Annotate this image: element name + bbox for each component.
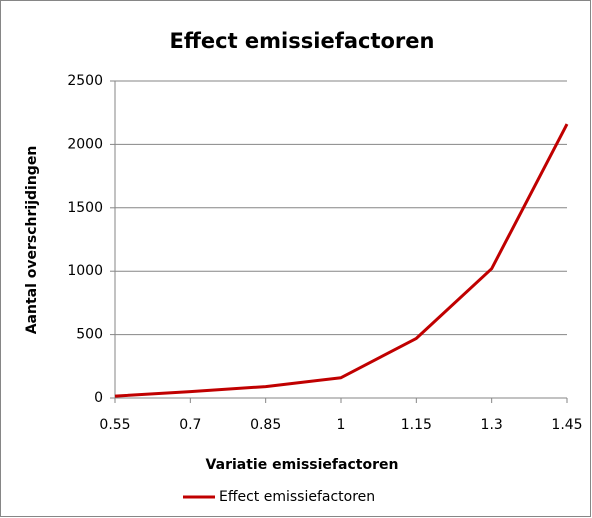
y-tick-label: 2500 <box>67 73 103 89</box>
x-tick-label: 0.85 <box>250 417 281 433</box>
y-tick-label: 0 <box>94 390 103 406</box>
x-tick-label: 1.45 <box>551 417 582 433</box>
y-tick-label: 2000 <box>67 136 103 152</box>
x-tick-label: 0.55 <box>99 417 130 433</box>
x-tick-label: 0.7 <box>179 417 201 433</box>
y-tick-label: 1500 <box>67 200 103 216</box>
chart-title: Effect emissiefactoren <box>170 29 435 53</box>
x-tick-label: 1.3 <box>481 417 503 433</box>
legend-label: Effect emissiefactoren <box>219 489 375 505</box>
x-axis-label: Variatie emissiefactoren <box>206 457 399 473</box>
y-axis-label: Aantal overschrijdingen <box>24 146 40 335</box>
x-tick-label: 1.15 <box>401 417 432 433</box>
data-line <box>114 123 569 398</box>
x-tick-label: 1 <box>337 417 346 433</box>
y-tick-label: 500 <box>76 327 103 343</box>
y-tick-label: 1000 <box>67 263 103 279</box>
